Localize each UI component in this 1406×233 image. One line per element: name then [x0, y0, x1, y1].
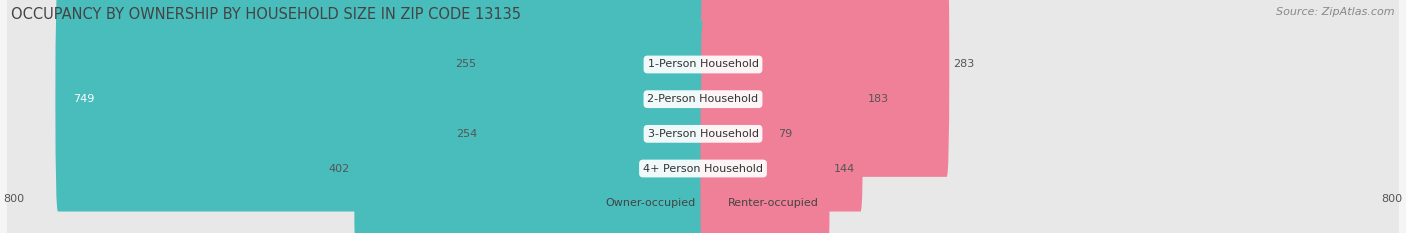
FancyBboxPatch shape: [7, 0, 1399, 233]
Text: 2-Person Household: 2-Person Household: [647, 94, 759, 104]
FancyBboxPatch shape: [55, 0, 706, 212]
FancyBboxPatch shape: [7, 0, 1399, 233]
Text: 255: 255: [456, 59, 477, 69]
Text: 4+ Person Household: 4+ Person Household: [643, 164, 763, 174]
FancyBboxPatch shape: [700, 0, 949, 177]
FancyBboxPatch shape: [7, 0, 1399, 233]
FancyBboxPatch shape: [482, 21, 706, 233]
FancyBboxPatch shape: [700, 0, 863, 212]
FancyBboxPatch shape: [354, 56, 706, 233]
Text: 79: 79: [778, 129, 792, 139]
Text: 3-Person Household: 3-Person Household: [648, 129, 758, 139]
Text: 749: 749: [73, 94, 94, 104]
Text: 183: 183: [868, 94, 889, 104]
Text: 254: 254: [456, 129, 478, 139]
Text: 144: 144: [834, 164, 855, 174]
Text: OCCUPANCY BY OWNERSHIP BY HOUSEHOLD SIZE IN ZIP CODE 13135: OCCUPANCY BY OWNERSHIP BY HOUSEHOLD SIZE…: [11, 7, 522, 22]
Text: 402: 402: [329, 164, 350, 174]
FancyBboxPatch shape: [481, 0, 706, 177]
FancyBboxPatch shape: [700, 56, 830, 233]
FancyBboxPatch shape: [7, 0, 1399, 233]
Text: 283: 283: [953, 59, 974, 69]
Legend: Owner-occupied, Renter-occupied: Owner-occupied, Renter-occupied: [582, 193, 824, 212]
FancyBboxPatch shape: [700, 21, 773, 233]
Text: Source: ZipAtlas.com: Source: ZipAtlas.com: [1277, 7, 1395, 17]
Text: 1-Person Household: 1-Person Household: [648, 59, 758, 69]
